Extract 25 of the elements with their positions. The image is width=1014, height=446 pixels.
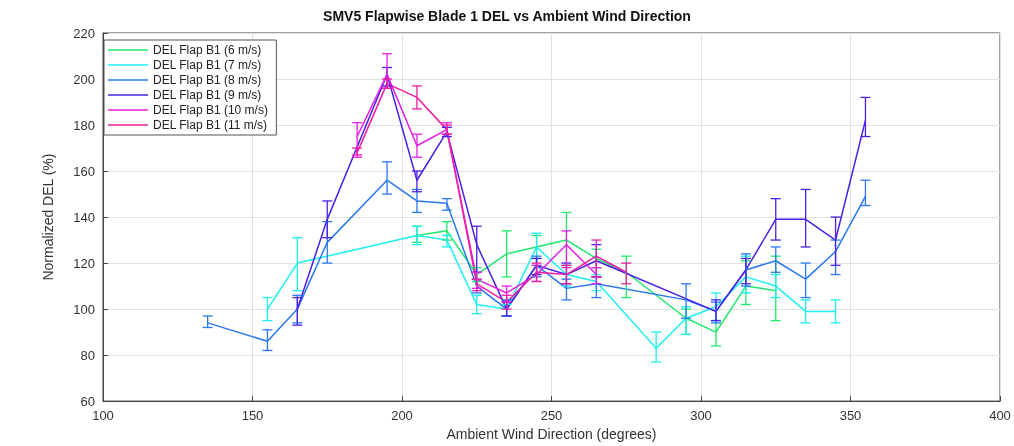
x-tick-label: 150	[241, 408, 264, 424]
x-tick-label: 300	[690, 408, 712, 424]
legend-label: DEL Flap B1 (10 m/s)	[153, 103, 268, 117]
legend-label: DEL Flap B1 (11 m/s)	[153, 118, 268, 132]
x-tick-label: 250	[540, 408, 563, 424]
y-tick-label: 200	[73, 71, 95, 87]
chart-title: SMV5 Flapwise Blade 1 DEL vs Ambient Wind Direction	[323, 8, 691, 24]
y-tick-label: 140	[73, 209, 95, 225]
x-axis-title: Ambient Wind Direction (degrees)	[446, 426, 657, 442]
legend-label: DEL Flap B1 (8 m/s)	[153, 73, 262, 87]
x-tick-label: 400	[989, 408, 1011, 424]
y-tick-label: 220	[73, 25, 95, 41]
y-tick-label: 120	[73, 255, 95, 271]
x-tick-label: 100	[92, 408, 114, 424]
legend-label: DEL Flap B1 (7 m/s)	[153, 58, 262, 72]
y-tick-label: 180	[73, 117, 95, 133]
legend-label: DEL Flap B1 (9 m/s)	[153, 88, 262, 102]
y-tick-label: 100	[73, 301, 95, 317]
legend-label: DEL Flap B1 (6 m/s)	[153, 43, 262, 57]
y-tick-label: 80	[80, 347, 95, 363]
y-axis-title: Normalized DEL (%)	[40, 153, 56, 281]
x-tick-label: 200	[391, 408, 413, 424]
x-tick-label: 350	[839, 408, 862, 424]
y-tick-label: 160	[73, 163, 95, 179]
y-tick-label: 60	[80, 393, 95, 409]
